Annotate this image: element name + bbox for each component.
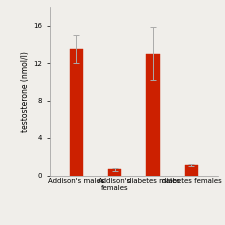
Y-axis label: testosterone (nmol/l): testosterone (nmol/l) bbox=[21, 51, 30, 132]
Bar bbox=[108, 169, 122, 176]
Bar bbox=[146, 54, 160, 176]
Bar bbox=[185, 165, 198, 176]
Bar bbox=[70, 49, 83, 176]
